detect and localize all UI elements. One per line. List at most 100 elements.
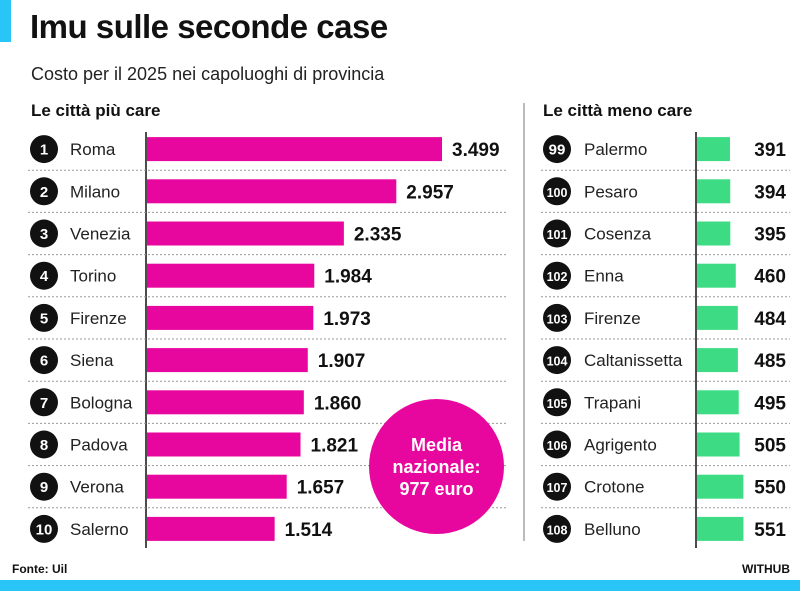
bar <box>697 390 739 415</box>
value-label: 505 <box>754 436 786 457</box>
rank-circle <box>543 388 571 417</box>
rank-circle <box>543 303 571 332</box>
bar <box>697 137 730 162</box>
city-label: Belluno <box>584 520 641 539</box>
rank-circle <box>543 346 571 375</box>
bar <box>147 390 304 415</box>
rank-number: 1 <box>40 142 48 159</box>
rank-number: 7 <box>40 395 48 412</box>
rank-circle <box>543 514 571 543</box>
bar <box>697 432 740 457</box>
rank-circle <box>30 346 58 375</box>
city-label: Firenze <box>584 309 641 328</box>
rank-number: 4 <box>40 268 49 285</box>
value-label: 1.860 <box>314 393 362 414</box>
rank-number: 99 <box>549 142 566 159</box>
rank-number: 2 <box>40 184 48 201</box>
rank-circle <box>30 514 58 543</box>
rank-circle <box>30 303 58 332</box>
bar <box>147 221 344 246</box>
rank-circle <box>30 261 58 290</box>
rank-number: 6 <box>40 353 48 370</box>
bar <box>697 221 731 246</box>
value-label: 3.499 <box>452 140 500 161</box>
bar <box>697 348 738 373</box>
rank-number: 9 <box>40 479 48 496</box>
rank-number: 10 <box>36 521 53 538</box>
national-average-badge: Media nazionale: 977 euro <box>369 399 504 534</box>
bar-charts: 1 Roma 3.499 2 Milano 2.957 3 Venezia 2.335 4 Tori… <box>28 103 790 548</box>
value-label: 1.973 <box>323 309 371 330</box>
value-label: 391 <box>754 140 786 161</box>
page-subtitle: Costo per il 2025 nei capoluoghi di prov… <box>31 64 385 84</box>
brand-logo: WITHUB <box>742 562 790 576</box>
bar <box>147 348 308 373</box>
rank-circle <box>543 472 571 501</box>
bar <box>147 516 275 541</box>
section-title-least-expensive: Le città meno care <box>543 101 693 120</box>
rank-circle <box>30 388 58 417</box>
value-label: 1.514 <box>285 520 333 541</box>
rank-number: 103 <box>547 312 568 326</box>
value-label: 550 <box>754 478 786 499</box>
value-label: 1.984 <box>324 267 372 288</box>
city-label: Venezia <box>70 225 131 244</box>
city-label: Palermo <box>584 140 647 159</box>
rank-number: 100 <box>547 186 568 200</box>
bar <box>697 179 731 204</box>
city-label: Agrigento <box>584 436 657 455</box>
rank-circle <box>30 219 58 248</box>
section-title-most-expensive: Le città più care <box>31 101 161 120</box>
source-note: Fonte: Uil <box>12 562 68 576</box>
rank-number: 8 <box>40 437 48 454</box>
rank-number: 107 <box>547 481 568 495</box>
bar <box>147 263 315 288</box>
badge-line-2: nazionale: <box>392 456 481 477</box>
rank-circle <box>30 135 58 164</box>
page-title: Imu sulle seconde case <box>30 8 388 45</box>
bottom-accent-bar <box>0 580 800 591</box>
value-label: 551 <box>754 520 786 541</box>
rank-number: 5 <box>40 310 48 327</box>
rank-circle <box>543 135 571 164</box>
bar <box>697 516 744 541</box>
rank-circle <box>543 430 571 459</box>
bar <box>697 305 738 330</box>
badge-line-3: 977 euro <box>399 478 474 499</box>
city-label: Siena <box>70 351 114 370</box>
rank-circle <box>543 219 571 248</box>
rank-number: 106 <box>547 439 568 453</box>
city-label: Salerno <box>70 520 129 539</box>
city-label: Cosenza <box>584 225 652 244</box>
city-label: Verona <box>70 478 124 497</box>
value-label: 1.907 <box>318 351 366 372</box>
value-label: 485 <box>754 351 786 372</box>
value-label: 2.957 <box>406 182 454 203</box>
bar <box>697 474 744 499</box>
rank-number: 108 <box>547 523 568 537</box>
bar <box>147 305 314 330</box>
rank-number: 3 <box>40 226 48 243</box>
city-label: Torino <box>70 267 116 286</box>
rank-number: 105 <box>547 397 568 411</box>
value-label: 1.821 <box>311 436 359 457</box>
city-label: Enna <box>584 267 624 286</box>
rank-circle <box>30 177 58 206</box>
rank-circle <box>30 472 58 501</box>
value-label: 2.335 <box>354 225 402 246</box>
rank-number: 101 <box>547 228 568 242</box>
bar <box>147 179 397 204</box>
bar <box>147 432 301 457</box>
rank-circle <box>543 261 571 290</box>
value-label: 395 <box>754 225 786 246</box>
bar <box>147 137 442 162</box>
city-label: Padova <box>70 436 128 455</box>
value-label: 460 <box>754 267 786 288</box>
accent-bar <box>0 0 11 42</box>
city-label: Bologna <box>70 393 133 412</box>
bar <box>147 474 287 499</box>
value-label: 495 <box>754 393 786 414</box>
value-label: 394 <box>754 182 786 203</box>
rank-circle <box>30 430 58 459</box>
city-label: Milano <box>70 182 120 201</box>
